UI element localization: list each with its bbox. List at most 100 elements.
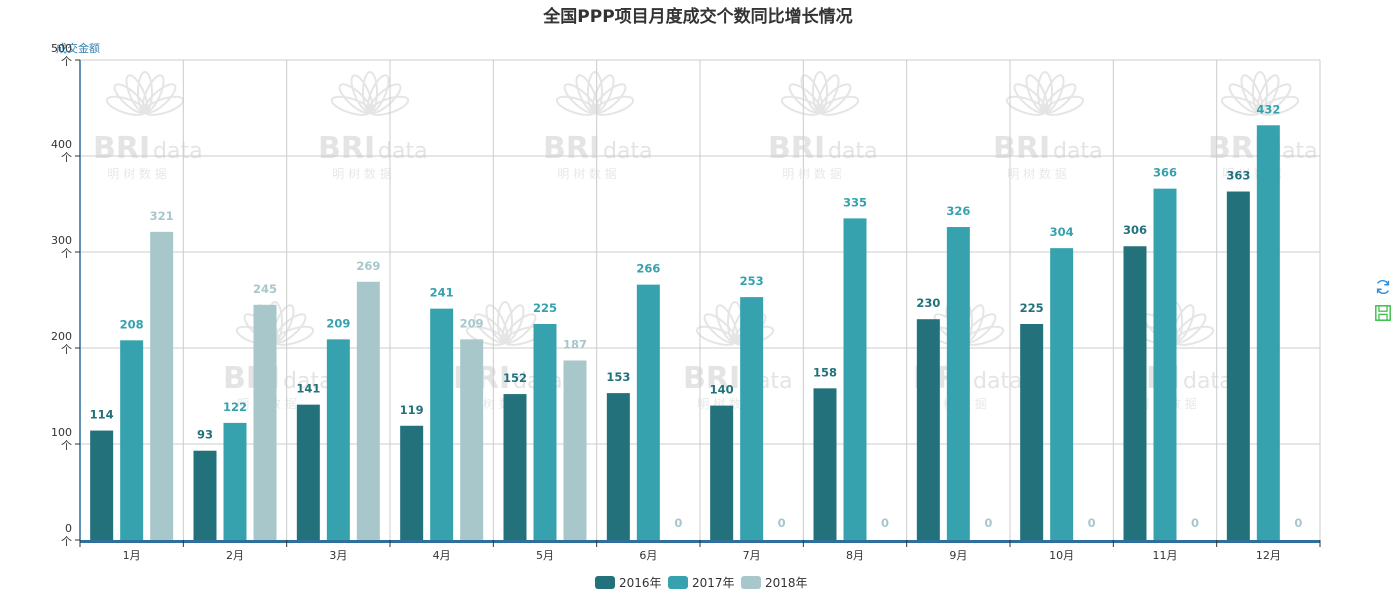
chart-title: 全国PPP项目月度成交个数同比增长情况	[542, 6, 852, 27]
data-label: 153	[606, 370, 630, 384]
bar-2017年-7月[interactable]	[740, 297, 764, 540]
y-axis-label: 成交金额	[56, 41, 100, 55]
bar-2018年-4月[interactable]	[460, 339, 484, 540]
data-label: 141	[296, 382, 320, 396]
x-tick-label: 7月	[743, 549, 761, 562]
legend-swatch	[741, 576, 761, 589]
legend-label: 2018年	[765, 576, 808, 590]
data-label: 209	[326, 316, 350, 330]
x-tick-label: 10月	[1049, 549, 1074, 562]
y-tick-label: 100	[51, 426, 72, 439]
bar-2017年-12月[interactable]	[1256, 125, 1280, 540]
watermark-suffix: data	[828, 139, 878, 164]
y-tick-label: 300	[51, 234, 72, 247]
y-tick-unit: 个	[61, 535, 72, 548]
bar-2016年-10月[interactable]	[1020, 324, 1044, 540]
bar-2016年-8月[interactable]	[813, 388, 837, 540]
x-tick-label: 5月	[536, 549, 554, 562]
y-tick-unit: 个	[61, 151, 72, 164]
bar-2016年-11月[interactable]	[1123, 246, 1147, 541]
legend-item[interactable]: 2017年	[668, 576, 735, 590]
data-label: 152	[503, 371, 527, 385]
bar-2016年-9月[interactable]	[916, 319, 940, 540]
bar-2017年-5月[interactable]	[533, 324, 557, 540]
bar-2017年-3月[interactable]	[326, 339, 350, 540]
bar-2016年-7月[interactable]	[710, 405, 734, 540]
x-tick-label: 12月	[1256, 549, 1281, 562]
bar-2017年-6月[interactable]	[636, 284, 660, 540]
bar-2016年-3月[interactable]	[296, 404, 320, 540]
bar-2018年-5月[interactable]	[563, 360, 587, 540]
data-label: 306	[1123, 223, 1147, 237]
watermark-suffix: data	[1183, 369, 1233, 394]
y-tick-label: 400	[51, 138, 72, 151]
data-label: 245	[253, 282, 277, 296]
bar-2018年-3月[interactable]	[356, 281, 380, 540]
x-tick-label: 6月	[639, 549, 657, 562]
bar-2017年-1月[interactable]	[120, 340, 144, 540]
data-label: 0	[778, 516, 786, 530]
data-label: 0	[674, 516, 682, 530]
x-tick-label: 1月	[123, 549, 141, 562]
bar-2016年-6月[interactable]	[606, 393, 630, 540]
x-tick-label: 2月	[226, 549, 244, 562]
legend-item[interactable]: 2016年	[595, 576, 662, 590]
x-axis: 1月 2月 3月 4月 5月 6月 7月 8月 9月 10月 11月 12月	[79, 540, 1321, 562]
data-label: 304	[1050, 225, 1074, 239]
data-label: 0	[984, 516, 992, 530]
bar-2016年-4月[interactable]	[400, 425, 424, 540]
y-tick-unit: 个	[61, 439, 72, 452]
data-label: 119	[400, 403, 424, 417]
watermark-suffix: data	[153, 139, 203, 164]
data-label: 366	[1153, 166, 1177, 180]
bar-2017年-4月[interactable]	[430, 308, 454, 540]
bar-2016年-12月[interactable]	[1226, 191, 1250, 540]
y-tick-label: 500	[51, 42, 72, 55]
legend-item[interactable]: 2018年	[741, 576, 808, 590]
watermark-brand: BRI	[993, 131, 1050, 166]
watermark-brand: BRI	[683, 361, 740, 396]
refresh-icon[interactable]	[1374, 278, 1392, 296]
watermark-sub: 明 树 数 据	[1007, 166, 1066, 181]
watermark-brand: BRI	[318, 131, 375, 166]
data-label: 0	[1088, 516, 1096, 530]
watermark-suffix: data	[973, 369, 1023, 394]
bar-2016年-1月[interactable]	[90, 430, 114, 540]
data-label: 230	[916, 296, 940, 310]
data-label: 158	[813, 365, 837, 379]
watermark-suffix: data	[378, 139, 428, 164]
x-tick-label: 8月	[846, 549, 864, 562]
data-label: 225	[1020, 301, 1044, 315]
bar-2018年-2月[interactable]	[253, 304, 277, 540]
data-label: 209	[460, 316, 484, 330]
bar-2017年-2月[interactable]	[223, 422, 247, 540]
x-tick-label: 9月	[949, 549, 967, 562]
watermark-sub: 明 树 数 据	[107, 166, 166, 181]
bar-2016年-2月[interactable]	[193, 450, 217, 540]
data-label: 93	[197, 428, 213, 442]
data-label: 253	[740, 274, 764, 288]
bar-2018年-1月[interactable]	[150, 231, 174, 540]
bar-2017年-10月[interactable]	[1050, 248, 1074, 540]
data-label: 335	[843, 195, 867, 209]
watermark-suffix: data	[1053, 139, 1103, 164]
x-tick-label: 11月	[1153, 549, 1178, 562]
legend[interactable]: 2016年 2017年 2018年	[595, 576, 808, 590]
bar-2017年-9月[interactable]	[946, 227, 970, 541]
data-label: 140	[710, 383, 734, 397]
legend-swatch	[595, 576, 615, 589]
bar-2017年-8月[interactable]	[843, 218, 867, 540]
bar-2016年-5月[interactable]	[503, 394, 527, 540]
watermark-suffix: data	[603, 139, 653, 164]
watermark-sub: 明 树 数 据	[332, 166, 391, 181]
data-label: 241	[430, 286, 454, 300]
save-image-icon[interactable]	[1374, 304, 1392, 322]
data-label: 122	[223, 400, 247, 414]
bar-2017年-11月[interactable]	[1153, 188, 1177, 540]
